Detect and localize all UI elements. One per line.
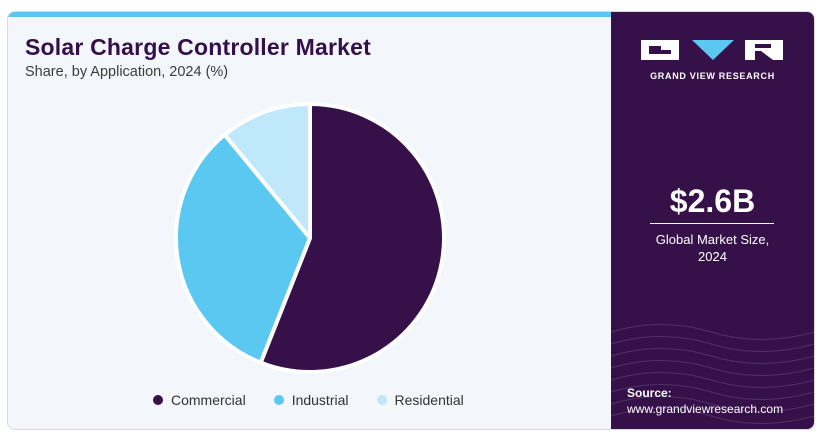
wave-pattern-decoration — [611, 324, 814, 424]
chart-legend: Commercial Industrial Residential — [153, 392, 492, 408]
legend-item-residential: Residential — [376, 392, 464, 408]
market-size-label: Global Market Size, 2024 — [611, 231, 814, 265]
brand-name: GRAND VIEW RESEARCH — [650, 71, 775, 81]
chart-title: Solar Charge Controller Market — [25, 34, 371, 60]
chart-subtitle: Share, by Application, 2024 (%) — [25, 64, 229, 80]
legend-label-commercial: Commercial — [171, 392, 246, 408]
legend-swatch-residential — [376, 395, 387, 405]
pie-slice-residential — [222, 102, 312, 240]
legend-label-residential: Residential — [394, 392, 464, 408]
report-card: Solar Charge Controller Market Share, by… — [7, 11, 815, 430]
legend-swatch-industrial — [273, 395, 284, 405]
market-size-label-line1: Global Market Size, — [655, 232, 770, 247]
legend-item-commercial: Commercial — [153, 392, 246, 408]
legend-label-industrial: Industrial — [291, 392, 349, 408]
legend-item-industrial: Industrial — [273, 392, 349, 408]
pie-chart — [174, 102, 446, 374]
divider — [650, 223, 774, 224]
pie-slice-industrial — [174, 132, 312, 365]
legend-swatch-commercial — [153, 395, 163, 405]
accent-bar — [8, 12, 611, 17]
gvr-logo — [641, 40, 783, 60]
source-link[interactable]: www.grandviewresearch.com — [627, 402, 784, 416]
market-size-label-line2: 2024 — [698, 249, 727, 264]
info-sidebar: GRAND VIEW RESEARCH $2.6B Global Market … — [611, 12, 814, 429]
chart-panel: Solar Charge Controller Market Share, by… — [8, 12, 611, 429]
market-size-value: $2.6B — [669, 183, 756, 219]
source-label: Source: — [627, 386, 672, 400]
pie-slice-commercial — [258, 102, 446, 374]
